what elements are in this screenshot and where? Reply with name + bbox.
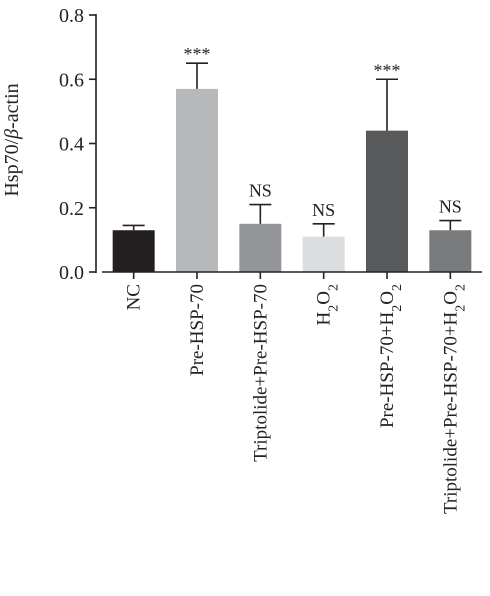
bar [366, 130, 408, 272]
y-axis: 0.0 0.2 0.4 0.6 0.8 [59, 5, 97, 284]
bar [176, 88, 218, 272]
x-tick-label: Pre-HSP-70+H2O2 [377, 284, 405, 428]
y-tick-label: 0.0 [59, 262, 84, 284]
y-tick-label: 0.6 [59, 69, 84, 91]
significance-label: NS [439, 197, 462, 217]
significance-label: *** [374, 60, 401, 80]
bars: *** NS NS *** NS [112, 44, 472, 272]
y-tick-label: 0.4 [59, 134, 84, 156]
significance-label: *** [184, 44, 211, 64]
x-tick-label: H2O2 [314, 284, 342, 325]
x-tick-label: Triptolide+Pre-HSP-70 [250, 284, 271, 462]
y-tick-label: 0.2 [59, 198, 84, 220]
significance-label: NS [312, 200, 335, 220]
bar [112, 230, 155, 272]
x-tick-label: Triptolide+Pre-HSP-70+H2O2 [440, 284, 468, 514]
x-axis: NC Pre-HSP-70 Triptolide+Pre-HSP-70 H2O2 Pre… [102, 271, 482, 514]
significance-label: NS [249, 181, 272, 201]
y-axis-label: Hsp70/β-actin [1, 83, 23, 196]
y-tick-label: 0.8 [59, 5, 84, 27]
bar [302, 236, 345, 272]
x-tick-label: Pre-HSP-70 [187, 284, 208, 376]
bar [239, 223, 282, 272]
x-tick-label: NC [124, 284, 145, 310]
bar [429, 230, 472, 272]
